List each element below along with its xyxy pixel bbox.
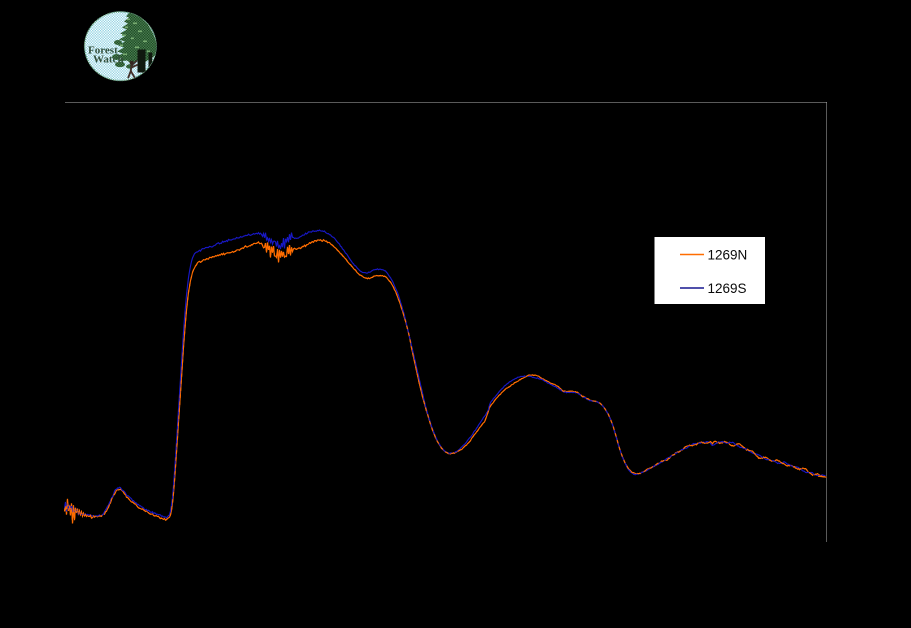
svg-text:Forest: Forest [88,45,118,57]
svg-text:Watch: Watch [93,53,124,65]
svg-text:1269N: 1269N [708,248,748,263]
svg-text:1269S: 1269S [708,281,747,296]
